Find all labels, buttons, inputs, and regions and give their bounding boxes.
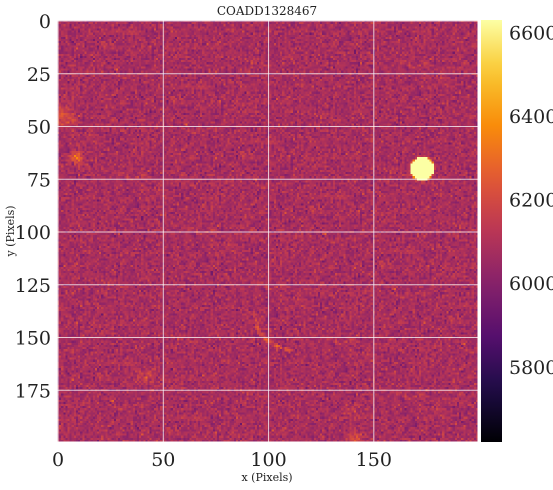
y-tick-label: 125 (15, 275, 51, 297)
x-tick-label: 50 (151, 449, 175, 471)
heatmap-image (57, 20, 478, 442)
y-tick-label: 25 (27, 64, 51, 86)
x-tick-label: 100 (250, 449, 286, 471)
colorbar-tick-label: 6000 (509, 273, 553, 295)
plot-frame (56, 19, 479, 443)
colorbar-ticks: 5800 6000 6200 6400 6600 (509, 23, 553, 379)
y-axis-label: y (Pixels) (4, 205, 17, 257)
colorbar-tick-label: 6400 (509, 106, 553, 128)
y-tick-label: 100 (15, 222, 51, 244)
x-axis-label: x (Pixels) (241, 471, 292, 484)
y-axis-ticks: 0 25 50 75 100 125 150 175 (15, 11, 51, 402)
colorbar-tick-label: 5800 (509, 357, 553, 379)
colorbar: 5800 6000 6200 6400 6600 (481, 20, 553, 442)
y-tick-label: 75 (27, 169, 51, 191)
image-area (57, 20, 478, 442)
chart-title: COADD1328467 (217, 4, 317, 18)
colorbar-fill (481, 20, 502, 442)
grid-lines (57, 20, 478, 442)
x-tick-label: 150 (356, 449, 392, 471)
colorbar-tick-label: 6600 (509, 23, 553, 45)
colorbar-tick-label: 6200 (509, 190, 553, 212)
y-tick-label: 150 (15, 328, 51, 350)
x-tick-label: 0 (52, 449, 64, 471)
y-tick-label: 175 (15, 380, 51, 402)
y-tick-label: 50 (27, 117, 51, 139)
y-tick-label: 0 (39, 11, 51, 33)
x-axis-ticks: 0 50 100 150 (52, 449, 392, 471)
